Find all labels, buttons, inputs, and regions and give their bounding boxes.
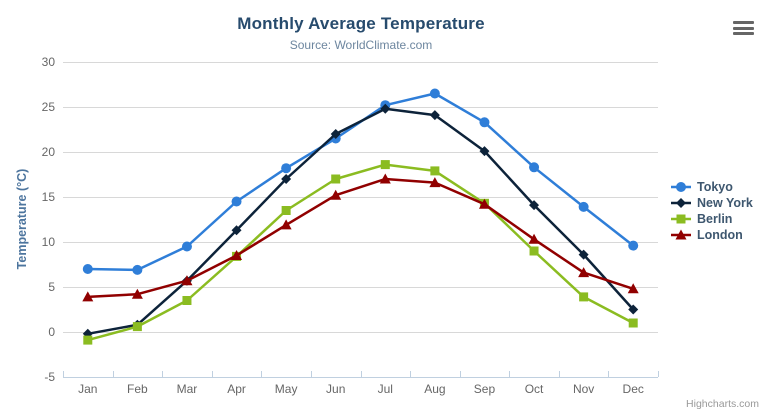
legend-label-tokyo: Tokyo xyxy=(697,180,733,194)
y-axis-label: -5 xyxy=(44,370,55,384)
hamburger-menu-icon[interactable] xyxy=(733,21,754,35)
legend: Tokyo New York Berlin London xyxy=(670,179,753,243)
legend-item-tokyo[interactable]: Tokyo xyxy=(670,179,753,195)
data-point-tokyo-jan[interactable] xyxy=(82,264,93,274)
data-point-tokyo-oct[interactable] xyxy=(529,162,540,173)
x-axis-label: Feb xyxy=(127,382,148,396)
x-axis-label: May xyxy=(275,382,298,396)
y-axis-label: 10 xyxy=(42,235,56,249)
data-point-london-oct[interactable] xyxy=(528,233,540,244)
data-point-london-sep[interactable] xyxy=(478,198,490,209)
data-point-new-york-nov[interactable] xyxy=(578,249,589,260)
data-point-new-york-oct[interactable] xyxy=(529,200,540,211)
legend-marker-new-york xyxy=(671,198,691,208)
data-point-new-york-sep[interactable] xyxy=(479,146,490,157)
credits-link[interactable]: Highcharts.com xyxy=(686,398,759,410)
legend-label-new-york: New York xyxy=(697,196,753,210)
x-axis-label: Oct xyxy=(525,382,544,396)
data-point-london-mar[interactable] xyxy=(181,275,193,286)
x-axis-label: Apr xyxy=(227,382,246,396)
series-tokyo[interactable] xyxy=(82,88,639,275)
y-axis-label: 15 xyxy=(42,190,56,204)
data-point-london-jan[interactable] xyxy=(82,291,94,302)
y-axis-label: 25 xyxy=(42,100,56,114)
data-point-berlin-mar[interactable] xyxy=(182,296,192,305)
data-point-tokyo-nov[interactable] xyxy=(578,201,589,212)
legend-item-berlin[interactable]: Berlin xyxy=(670,211,753,227)
x-axis-label: Jan xyxy=(78,382,97,396)
y-axis-label: 5 xyxy=(48,280,55,294)
data-point-london-jun[interactable] xyxy=(330,189,342,200)
data-point-berlin-jul[interactable] xyxy=(380,160,390,170)
data-point-tokyo-apr[interactable] xyxy=(231,196,242,207)
data-point-tokyo-feb[interactable] xyxy=(132,264,143,275)
data-point-berlin-aug[interactable] xyxy=(430,166,440,176)
data-point-tokyo-mar[interactable] xyxy=(181,241,192,252)
data-point-tokyo-sep[interactable] xyxy=(479,117,490,128)
x-axis-label: Nov xyxy=(573,382,594,396)
data-point-berlin-may[interactable] xyxy=(281,206,291,215)
legend-label-berlin: Berlin xyxy=(697,212,733,226)
data-point-berlin-dec[interactable] xyxy=(628,318,638,328)
data-point-new-york-may[interactable] xyxy=(281,174,292,184)
data-point-new-york-aug[interactable] xyxy=(429,110,440,121)
y-axis-label: 20 xyxy=(42,145,56,159)
x-axis-label: Jul xyxy=(378,382,393,396)
data-point-berlin-jan[interactable] xyxy=(83,335,93,345)
legend-label-london: London xyxy=(697,228,743,242)
x-axis-label: Dec xyxy=(623,382,644,396)
data-point-london-feb[interactable] xyxy=(131,288,143,299)
x-axis-label: Mar xyxy=(177,382,198,396)
legend-marker-tokyo xyxy=(671,182,691,192)
data-point-tokyo-dec[interactable] xyxy=(628,240,639,251)
legend-marker-london xyxy=(671,229,691,240)
y-axis-label: 30 xyxy=(42,55,56,69)
data-point-new-york-jul[interactable] xyxy=(380,103,391,114)
data-point-tokyo-aug[interactable] xyxy=(429,88,440,99)
data-point-berlin-oct[interactable] xyxy=(529,246,539,256)
series-london[interactable] xyxy=(82,173,639,302)
data-point-berlin-jun[interactable] xyxy=(331,174,341,184)
chart-title: Monthly Average Temperature xyxy=(237,14,485,33)
legend-marker-berlin xyxy=(671,214,691,224)
x-axis-label: Jun xyxy=(326,382,345,396)
data-point-london-aug[interactable] xyxy=(429,177,441,188)
data-point-new-york-jun[interactable] xyxy=(330,129,341,139)
legend-item-london[interactable]: London xyxy=(670,227,753,243)
y-axis-label: 0 xyxy=(48,325,55,339)
data-point-tokyo-may[interactable] xyxy=(281,163,292,174)
data-point-london-may[interactable] xyxy=(280,219,292,230)
series-new-york[interactable] xyxy=(82,103,639,339)
data-point-london-apr[interactable] xyxy=(231,250,243,260)
series-line-tokyo xyxy=(86,92,635,272)
x-axis-label: Sep xyxy=(474,382,496,396)
series-line-new-york xyxy=(86,107,635,336)
data-point-berlin-feb[interactable] xyxy=(132,322,142,332)
data-point-london-jul[interactable] xyxy=(379,173,391,184)
data-point-new-york-dec[interactable] xyxy=(628,304,639,315)
x-axis-label: Aug xyxy=(424,382,445,396)
chart-subtitle: Source: WorldClimate.com xyxy=(289,38,433,52)
data-point-london-dec[interactable] xyxy=(627,283,639,294)
legend-item-new-york[interactable]: New York xyxy=(670,195,753,211)
series-line-london xyxy=(86,177,635,299)
data-point-new-york-apr[interactable] xyxy=(231,225,242,236)
data-point-london-nov[interactable] xyxy=(578,267,590,278)
series-line-berlin xyxy=(86,163,635,342)
data-point-berlin-nov[interactable] xyxy=(579,292,589,302)
